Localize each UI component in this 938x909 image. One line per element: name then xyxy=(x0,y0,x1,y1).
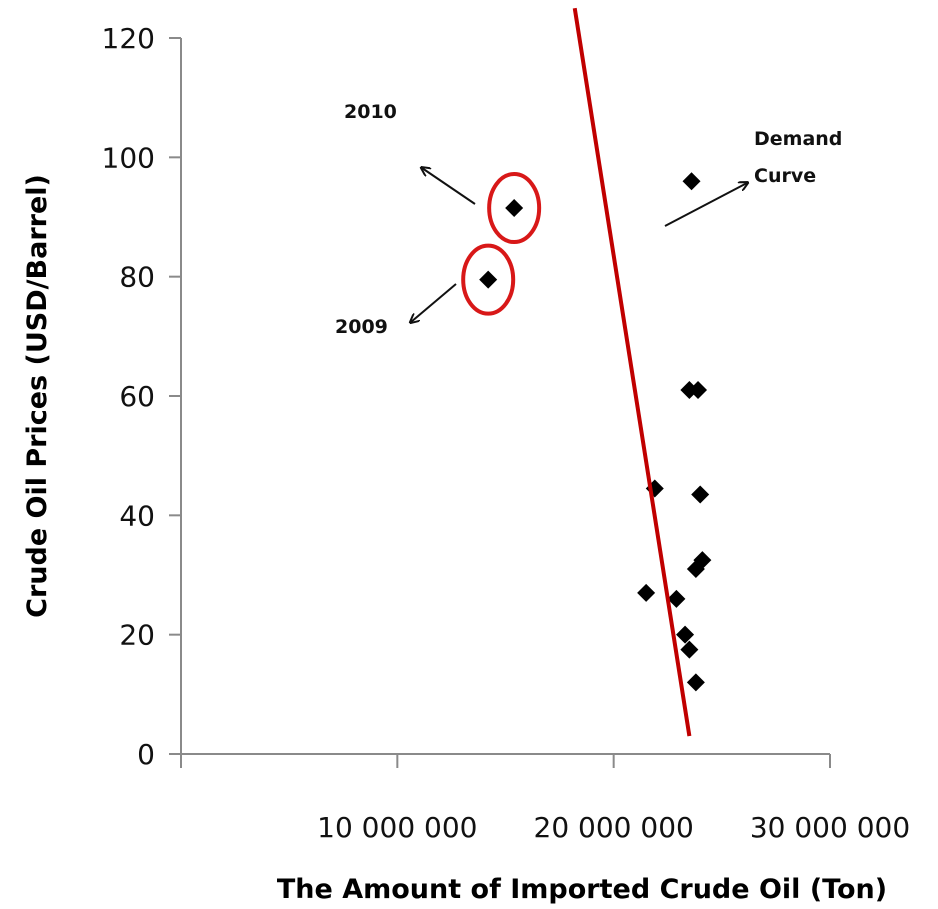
y-axis-title: Crude Oil Prices (USD/Barrel) xyxy=(22,174,53,618)
data-point xyxy=(676,625,695,644)
demand-curve-line xyxy=(572,7,692,737)
data-point xyxy=(686,673,705,692)
annotation-2010: 2010 xyxy=(344,101,397,123)
annotation-2009: 2009 xyxy=(335,316,388,338)
highlight-circle-2009 xyxy=(461,243,516,316)
y-tick-label: 60 xyxy=(119,380,155,413)
data-point xyxy=(686,560,705,579)
y-tick-label: 80 xyxy=(119,261,155,294)
highlight-circle-2010 xyxy=(487,172,542,245)
x-axis-title: The Amount of Imported Crude Oil (Ton) xyxy=(277,874,887,905)
data-point xyxy=(505,199,524,218)
highlight-circles xyxy=(461,172,542,316)
data-point xyxy=(667,589,686,608)
data-point xyxy=(682,172,701,191)
x-tick-label: 20 000 000 xyxy=(534,811,694,844)
y-tick-label: 20 xyxy=(119,619,155,652)
data-points xyxy=(479,172,712,692)
y-tick-label: 100 xyxy=(102,141,155,174)
x-tick-label: 30 000 000 xyxy=(750,811,910,844)
data-point xyxy=(691,485,710,504)
arrow-2009 xyxy=(411,283,457,322)
data-point xyxy=(637,583,656,602)
x-axis-ticks: 10 000 000 20 000 000 30 000 000 xyxy=(180,754,910,844)
y-tick-label: 0 xyxy=(137,738,155,771)
arrow-demand-curve xyxy=(664,183,747,227)
data-point xyxy=(689,381,708,400)
data-point xyxy=(680,640,699,659)
data-point xyxy=(479,270,498,289)
x-tick-label: 10 000 000 xyxy=(317,811,477,844)
arrow-2010 xyxy=(422,168,476,205)
annotation-demand: Demand xyxy=(754,128,842,150)
y-axis-ticks: 0 20 40 60 80 100 120 xyxy=(102,22,181,771)
y-tick-label: 40 xyxy=(119,499,155,532)
y-tick-label: 120 xyxy=(102,22,155,55)
annotation-curve: Curve xyxy=(754,165,816,187)
